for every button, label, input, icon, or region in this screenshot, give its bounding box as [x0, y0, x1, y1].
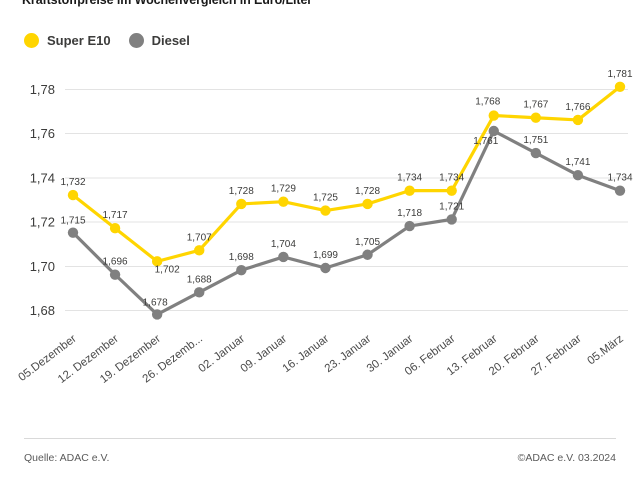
data-point-marker[interactable]	[278, 196, 289, 207]
series-line	[71, 129, 622, 317]
chart-legend: Super E10 Diesel	[24, 33, 190, 48]
footer-source-text: Quelle: ADAC e.V.	[24, 452, 110, 464]
data-point-label: 1,732	[60, 177, 85, 188]
page-title: Kraftstoffpreise im Wochenvergleich in E…	[22, 0, 313, 7]
data-point-label: 1,766	[565, 102, 590, 113]
series-super-e10	[67, 81, 626, 267]
data-point-marker[interactable]	[194, 245, 205, 256]
data-point-label: 1,751	[523, 135, 548, 146]
legend-item-label: Diesel	[151, 33, 190, 48]
footer-divider	[24, 438, 616, 439]
data-point-marker[interactable]	[278, 251, 289, 263]
data-point-marker[interactable]	[67, 227, 79, 238]
data-point-label: 1,767	[523, 100, 548, 111]
data-point-marker[interactable]	[446, 185, 457, 196]
data-point-label: 1,715	[60, 216, 85, 227]
data-point-label: 1,702	[155, 264, 180, 275]
data-point-label: 1,781	[607, 69, 632, 80]
y-axis-tick-label: 1,76	[30, 126, 55, 141]
data-point-marker[interactable]	[320, 205, 331, 216]
legend-item-super-e10[interactable]: Super E10	[24, 33, 111, 48]
data-point-label: 1,761	[473, 136, 498, 147]
data-point-marker[interactable]	[530, 112, 542, 123]
data-point-labels-group: 1,732 1,717 1,702 1,707 1,728 1,729 1,725 1,728…	[60, 69, 632, 309]
data-point-label: 1,698	[229, 252, 254, 263]
data-point-label: 1,678	[143, 297, 168, 308]
data-point-marker[interactable]	[362, 249, 373, 260]
legend-item-label: Super E10	[47, 33, 111, 48]
x-axis-tick-label: 05.März	[585, 333, 626, 368]
data-point-marker[interactable]	[236, 198, 247, 210]
y-axis-tick-label: 1,68	[30, 303, 55, 318]
data-point-marker[interactable]	[109, 269, 121, 280]
data-point-label: 1,705	[355, 237, 380, 248]
data-point-label: 1,707	[187, 232, 212, 243]
legend-item-diesel[interactable]: Diesel	[128, 33, 190, 48]
data-point-marker[interactable]	[67, 189, 79, 201]
data-point-marker[interactable]	[614, 185, 626, 196]
data-point-marker[interactable]	[151, 309, 163, 320]
data-point-label: 1,696	[103, 257, 128, 268]
data-point-marker[interactable]	[572, 114, 584, 126]
y-axis-tick-label: 1,74	[30, 170, 55, 185]
circle-marker-icon	[128, 33, 144, 48]
data-point-marker[interactable]	[572, 169, 584, 181]
y-axis-tick-label: 1,78	[30, 82, 55, 97]
y-axis-tick-label: 1,72	[30, 215, 55, 230]
data-point-marker[interactable]	[151, 256, 163, 267]
data-point-label: 1,768	[475, 97, 500, 108]
data-point-label: 1,734	[607, 173, 632, 184]
data-point-label: 1,704	[271, 239, 296, 250]
data-point-marker[interactable]	[320, 262, 331, 274]
data-point-marker[interactable]	[194, 287, 205, 298]
data-point-marker[interactable]	[109, 223, 121, 234]
data-point-label: 1,717	[103, 210, 128, 221]
footer-copyright-text: ©ADAC e.V. 03.2024	[517, 452, 616, 464]
series-diesel	[67, 125, 626, 320]
data-point-label: 1,718	[397, 208, 422, 219]
x-axis-tick-label: 16. Januar	[281, 333, 332, 375]
data-point-marker[interactable]	[362, 198, 373, 210]
data-point-marker[interactable]	[404, 185, 415, 196]
data-point-label: 1,734	[397, 173, 422, 184]
data-point-marker[interactable]	[488, 110, 499, 121]
x-axis-tick-label: 09. Januar	[239, 333, 290, 375]
y-axis-tick-label: 1,70	[30, 259, 55, 274]
x-axis-tick-label: 23. Januar	[323, 333, 374, 375]
series-line	[71, 85, 622, 263]
data-point-label: 1,728	[229, 186, 254, 197]
data-point-label: 1,741	[565, 157, 590, 168]
data-point-label: 1,734	[439, 173, 464, 184]
data-point-label: 1,699	[313, 250, 338, 261]
data-point-marker[interactable]	[530, 147, 542, 159]
data-point-marker[interactable]	[488, 125, 499, 137]
gridlines-group: 1,68 1,70 1,72 1,74 1,76 1,78	[30, 82, 628, 318]
data-point-label: 1,721	[439, 201, 464, 212]
data-point-marker[interactable]	[614, 81, 626, 92]
circle-marker-icon	[24, 33, 39, 48]
data-point-label: 1,688	[187, 274, 212, 285]
data-point-marker[interactable]	[236, 265, 247, 276]
data-point-marker[interactable]	[404, 220, 415, 232]
x-axis-tick-label: 02. Januar	[196, 333, 247, 375]
data-point-marker[interactable]	[446, 214, 457, 225]
data-point-label: 1,729	[271, 184, 296, 195]
data-point-label: 1,728	[355, 186, 380, 197]
data-point-label: 1,725	[313, 193, 338, 204]
